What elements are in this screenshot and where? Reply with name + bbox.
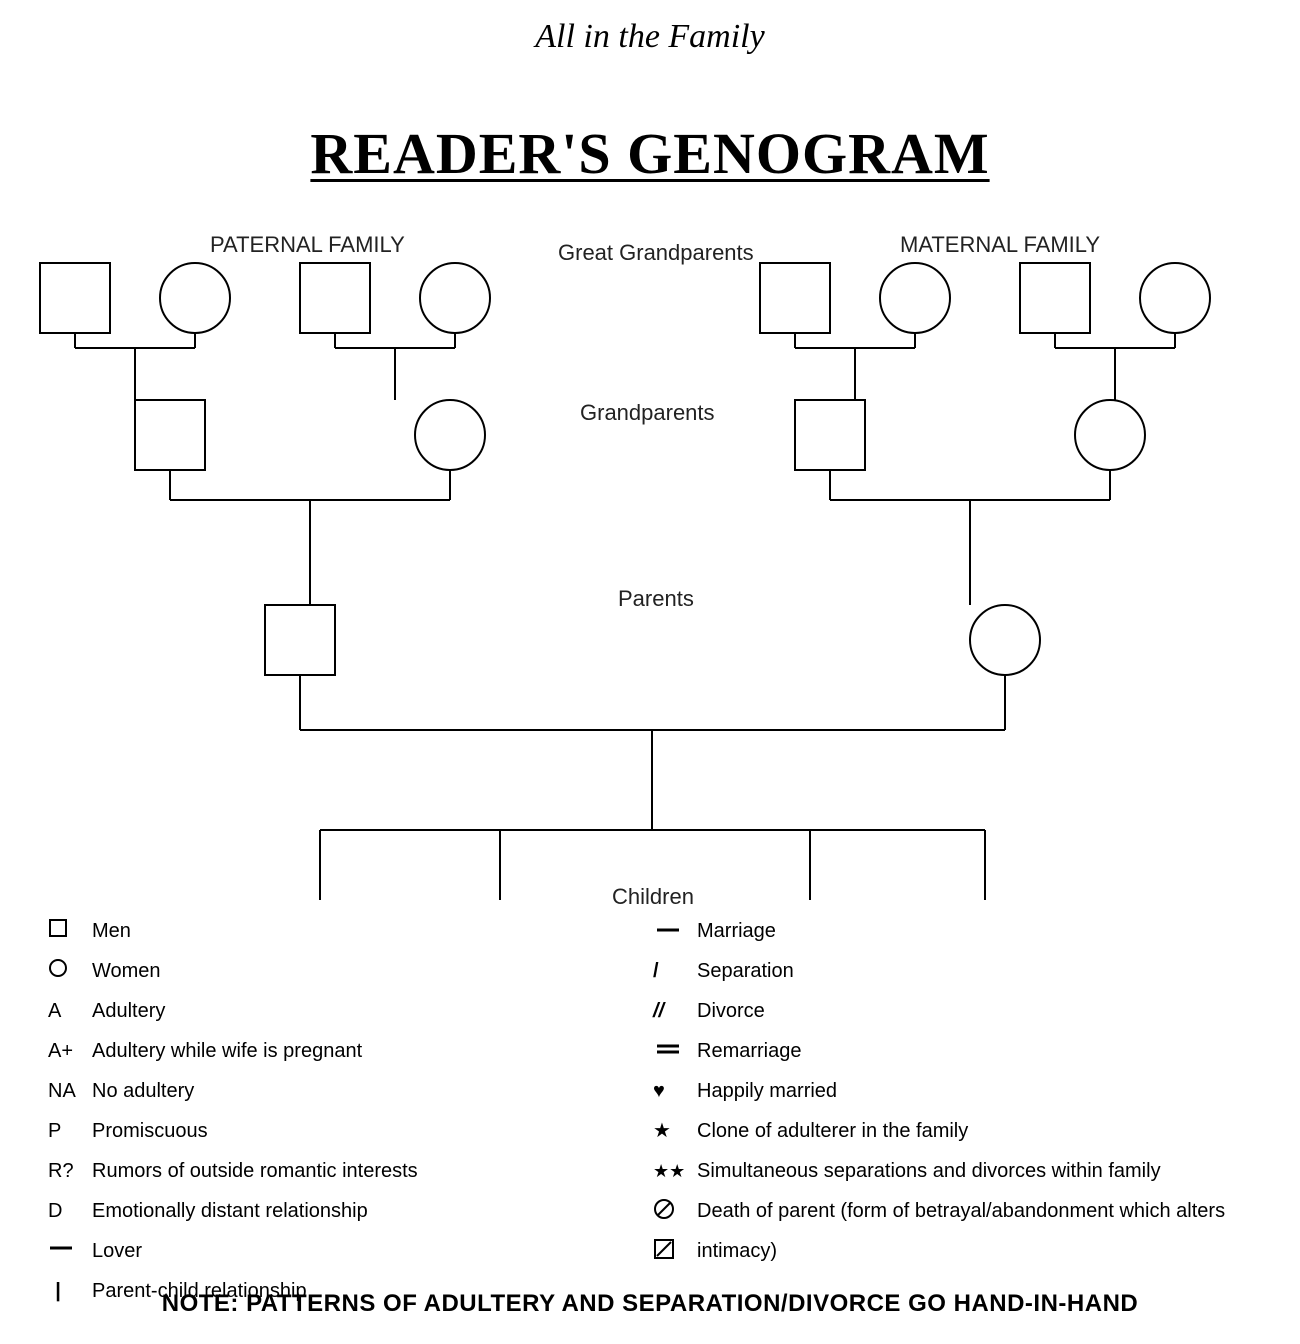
legend: Men Women A Adultery A+ Adultery while wife i…: [48, 918, 1258, 1318]
legend-label: Emotionally distant relationship: [92, 1198, 653, 1224]
legend-symbol: //: [653, 998, 697, 1024]
page-subtitle: All in the Family: [0, 18, 1300, 56]
legend-row: / Separation: [653, 958, 1258, 984]
star-icon: ★: [653, 1120, 671, 1142]
legend-row: intimacy): [653, 1238, 1258, 1264]
legend-row: Lover: [48, 1238, 653, 1264]
lover-icon: [48, 1238, 78, 1258]
legend-symbol: [653, 1198, 697, 1220]
legend-row: Men: [48, 918, 653, 944]
genogram-page: All in the Family READER'S GENOGRAM PATE…: [0, 0, 1300, 1344]
legend-symbol: ♥: [653, 1078, 697, 1104]
legend-symbol: [48, 918, 92, 938]
legend-row: ★ Clone of adulterer in the family: [653, 1118, 1258, 1144]
legend-symbol: ★: [653, 1118, 697, 1144]
men-icon: [48, 918, 68, 938]
legend-symbol: R?: [48, 1158, 92, 1184]
legend-symbol: ★★: [653, 1158, 697, 1184]
legend-symbol: P: [48, 1118, 92, 1144]
legend-row: Women: [48, 958, 653, 984]
separation-icon: /: [653, 960, 659, 982]
legend-label: Divorce: [697, 998, 1258, 1024]
legend-symbol-text: A+: [48, 1040, 73, 1062]
legend-row: R? Rumors of outside romantic interests: [48, 1158, 653, 1184]
legend-label: Adultery while wife is pregnant: [92, 1038, 653, 1064]
legend-label: Simultaneous separations and divorces wi…: [697, 1158, 1258, 1184]
legend-label: Adultery: [92, 998, 653, 1024]
legend-row: ♥ Happily married: [653, 1078, 1258, 1104]
legend-label: Rumors of outside romantic interests: [92, 1158, 653, 1184]
legend-label: intimacy): [697, 1238, 1258, 1264]
page-title: READER'S GENOGRAM: [0, 120, 1300, 187]
legend-symbol: A: [48, 998, 92, 1024]
legend-label: Clone of adulterer in the family: [697, 1118, 1258, 1144]
legend-label: Marriage: [697, 918, 1258, 944]
legend-symbol-text: A: [48, 1000, 61, 1022]
legend-symbol-text: R?: [48, 1160, 74, 1182]
legend-symbol: [653, 1238, 697, 1260]
legend-symbol: NA: [48, 1078, 92, 1104]
legend-label: Separation: [697, 958, 1258, 984]
legend-row: NA No adultery: [48, 1078, 653, 1104]
legend-symbol-text: D: [48, 1200, 62, 1222]
remarriage-icon: [653, 1038, 683, 1058]
legend-row: P Promiscuous: [48, 1118, 653, 1144]
legend-label: Men: [92, 918, 653, 944]
marriage-icon: [653, 918, 683, 938]
double-star-icon: ★★: [653, 1161, 685, 1181]
legend-row: Marriage: [653, 918, 1258, 944]
legend-label: Lover: [92, 1238, 653, 1264]
square-slash-icon: [653, 1238, 675, 1260]
legend-symbol-text: NA: [48, 1080, 76, 1102]
legend-row: D Emotionally distant relationship: [48, 1198, 653, 1224]
women-icon: [48, 958, 68, 978]
genogram-tree: [30, 260, 1270, 910]
legend-symbol: [653, 1038, 697, 1058]
legend-row: A Adultery: [48, 998, 653, 1024]
circle-slash-icon: [653, 1198, 675, 1220]
legend-label: Promiscuous: [92, 1118, 653, 1144]
legend-row: Remarriage: [653, 1038, 1258, 1064]
legend-symbol: [48, 958, 92, 978]
legend-row: Death of parent (form of betrayal/abando…: [653, 1198, 1258, 1224]
heart-icon: ♥: [653, 1080, 665, 1102]
label-maternal: MATERNAL FAMILY: [900, 232, 1100, 258]
legend-row: // Divorce: [653, 998, 1258, 1024]
legend-symbol: [653, 918, 697, 938]
legend-label: No adultery: [92, 1078, 653, 1104]
legend-right-column: Marriage / Separation // Divorce Remarriage ♥ H…: [653, 918, 1258, 1318]
legend-row: A+ Adultery while wife is pregnant: [48, 1038, 653, 1064]
legend-symbol: A+: [48, 1038, 92, 1064]
legend-symbol: /: [653, 958, 697, 984]
legend-label: Death of parent (form of betrayal/abando…: [697, 1198, 1258, 1224]
legend-label: Women: [92, 958, 653, 984]
legend-symbol: [48, 1238, 92, 1258]
label-paternal: PATERNAL FAMILY: [210, 232, 405, 258]
legend-label: Remarriage: [697, 1038, 1258, 1064]
divorce-icon: //: [653, 1000, 664, 1022]
legend-label: Happily married: [697, 1078, 1258, 1104]
legend-symbol-text: P: [48, 1120, 61, 1142]
footer-note: NOTE: PATTERNS OF ADULTERY AND SEPARATIO…: [0, 1290, 1300, 1318]
legend-symbol: D: [48, 1198, 92, 1224]
legend-left-column: Men Women A Adultery A+ Adultery while wife i…: [48, 918, 653, 1318]
legend-row: ★★ Simultaneous separations and divorces …: [653, 1158, 1258, 1184]
